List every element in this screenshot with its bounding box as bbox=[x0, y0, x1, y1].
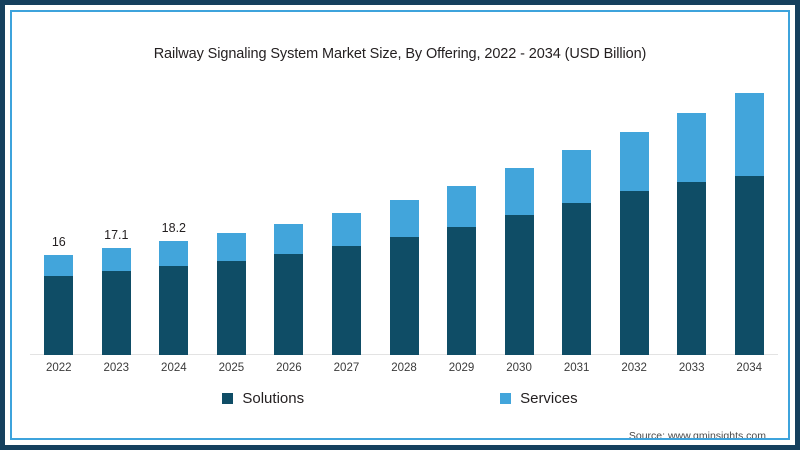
bar-group[interactable] bbox=[274, 223, 304, 355]
plot-area: 16 17.1 18.2 bbox=[30, 80, 778, 355]
square-swatch-solutions-icon bbox=[222, 393, 234, 404]
x-axis-tick-2033: 2033 bbox=[678, 362, 705, 374]
legend-label-services: Services bbox=[520, 390, 578, 407]
bar-segment-services[interactable] bbox=[44, 255, 74, 277]
bar-segment-solutions[interactable] bbox=[159, 266, 189, 355]
bar-group[interactable] bbox=[677, 113, 707, 355]
legend-item-solutions[interactable]: Solutions bbox=[222, 390, 304, 407]
bar-segment-solutions[interactable] bbox=[274, 253, 304, 355]
bar-stack bbox=[101, 248, 131, 355]
bar-segment-services[interactable] bbox=[216, 233, 246, 261]
bar-value-label: 17.1 bbox=[104, 228, 129, 243]
bar-stack bbox=[331, 213, 361, 355]
bar-group[interactable] bbox=[562, 150, 592, 355]
legend-item-services[interactable]: Services bbox=[500, 390, 578, 407]
bar-segment-solutions[interactable] bbox=[504, 215, 534, 355]
bar-stack bbox=[389, 200, 419, 355]
bar-segment-services[interactable] bbox=[447, 185, 477, 227]
bar-stack bbox=[447, 185, 477, 355]
bar-segment-services[interactable] bbox=[389, 200, 419, 237]
bar-segment-solutions[interactable] bbox=[447, 226, 477, 355]
bar-group[interactable] bbox=[619, 131, 649, 355]
source-attribution: Source: www.gminsights.com bbox=[628, 430, 766, 438]
bar-stack bbox=[504, 168, 534, 355]
bar-group[interactable] bbox=[504, 168, 534, 355]
bar-segment-services[interactable] bbox=[504, 168, 534, 215]
bar-segment-solutions[interactable] bbox=[101, 271, 131, 355]
bar-value-label: 18.2 bbox=[161, 221, 187, 236]
bar-value-label: 16 bbox=[51, 235, 66, 249]
bar-segment-solutions[interactable] bbox=[677, 181, 707, 355]
x-axis-tick-2025: 2025 bbox=[218, 362, 245, 374]
bar-group[interactable] bbox=[44, 255, 74, 355]
x-axis-tick-2029: 2029 bbox=[448, 362, 475, 374]
x-axis-tick-2031: 2031 bbox=[563, 362, 590, 374]
x-axis-tick-2023: 2023 bbox=[103, 362, 130, 374]
x-axis-tick-labels: 2022 2023 2024 2025 2026 2027 2028 2029 2030 2031… bbox=[30, 362, 778, 382]
bar-group[interactable] bbox=[389, 200, 419, 355]
bar-segment-services[interactable] bbox=[619, 131, 649, 192]
bar-segment-services[interactable] bbox=[331, 213, 361, 247]
bar-group[interactable] bbox=[216, 233, 246, 355]
x-axis-tick-2026: 2026 bbox=[276, 362, 302, 374]
bar-stack bbox=[44, 255, 74, 355]
bar-group[interactable] bbox=[331, 213, 361, 355]
page-title: Railway Signaling System Market Size, By… bbox=[153, 46, 647, 62]
bar-segment-services[interactable] bbox=[159, 241, 189, 267]
bar-group[interactable] bbox=[447, 185, 477, 355]
bar-segment-services[interactable] bbox=[274, 223, 304, 254]
bar-stack bbox=[562, 150, 592, 355]
legend-label-solutions: Solutions bbox=[242, 390, 305, 407]
bar-segment-services[interactable] bbox=[562, 150, 592, 203]
x-axis-tick-2027: 2027 bbox=[333, 362, 360, 374]
bar-segment-solutions[interactable] bbox=[44, 276, 74, 355]
chart-legend: Solutions Services bbox=[12, 390, 788, 407]
x-axis-tick-2024: 2024 bbox=[161, 362, 187, 374]
bar-segment-solutions[interactable] bbox=[389, 236, 419, 355]
bar-stack bbox=[734, 92, 764, 355]
bar-segment-services[interactable] bbox=[734, 92, 764, 176]
bar-stack bbox=[274, 223, 304, 355]
bar-stack bbox=[159, 241, 189, 355]
x-axis-tick-2030: 2030 bbox=[506, 362, 532, 374]
bar-segment-solutions[interactable] bbox=[734, 175, 764, 355]
bar-group[interactable] bbox=[101, 248, 131, 355]
x-axis-tick-2034: 2034 bbox=[736, 362, 763, 374]
bar-group[interactable] bbox=[734, 92, 764, 355]
bar-stack bbox=[216, 233, 246, 355]
bar-segment-solutions[interactable] bbox=[331, 246, 361, 355]
x-axis-tick-2022: 2022 bbox=[45, 362, 72, 374]
chart-canvas: Railway Signaling System Market Size, By… bbox=[12, 12, 788, 438]
square-swatch-services-icon bbox=[500, 393, 512, 404]
bar-segment-solutions[interactable] bbox=[562, 202, 592, 355]
x-axis-tick-2032: 2032 bbox=[621, 362, 647, 374]
bar-segment-solutions[interactable] bbox=[619, 191, 649, 355]
bar-stack bbox=[619, 131, 649, 355]
bar-group[interactable] bbox=[159, 241, 189, 355]
bar-segment-services[interactable] bbox=[677, 113, 707, 182]
x-axis-tick-2028: 2028 bbox=[391, 362, 417, 374]
bar-segment-solutions[interactable] bbox=[216, 260, 246, 355]
bar-segment-services[interactable] bbox=[101, 248, 131, 272]
bar-stack bbox=[677, 113, 707, 355]
